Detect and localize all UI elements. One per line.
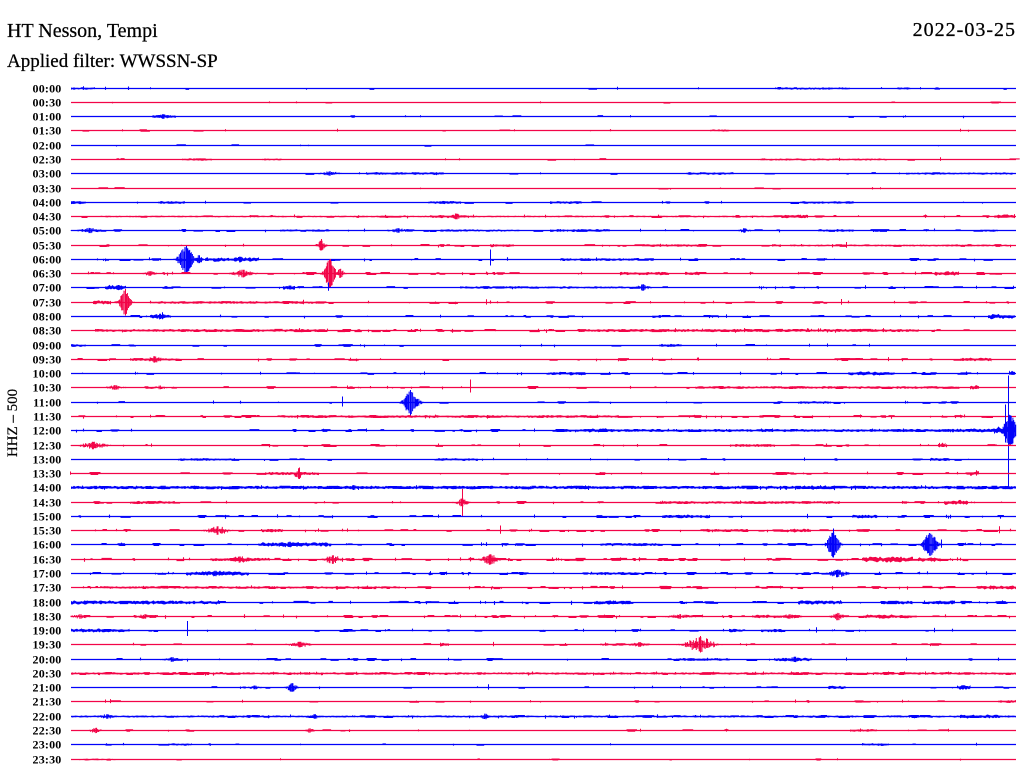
svg-text:11:00: 11:00 [33,396,61,410]
svg-text:19:30: 19:30 [33,638,62,652]
svg-text:HHZ – 500: HHZ – 500 [5,389,21,457]
svg-text:18:30: 18:30 [33,610,62,624]
svg-text:14:00: 14:00 [33,481,62,495]
svg-text:22:00: 22:00 [33,710,62,724]
svg-text:23:00: 23:00 [33,738,62,752]
svg-text:15:00: 15:00 [33,510,62,524]
svg-text:06:30: 06:30 [33,267,62,281]
svg-text:09:30: 09:30 [33,353,62,367]
svg-text:07:00: 07:00 [33,281,62,295]
svg-text:08:00: 08:00 [33,310,62,324]
svg-text:21:00: 21:00 [33,681,62,695]
svg-text:00:30: 00:30 [33,96,62,110]
svg-text:10:30: 10:30 [33,381,62,395]
svg-text:13:00: 13:00 [33,453,62,467]
svg-text:01:00: 01:00 [33,110,62,124]
svg-text:12:00: 12:00 [33,424,62,438]
svg-text:HT Nesson, Tempi: HT Nesson, Tempi [7,20,158,42]
svg-text:22:30: 22:30 [33,724,62,738]
svg-text:13:30: 13:30 [33,467,62,481]
svg-text:04:00: 04:00 [33,196,62,210]
svg-text:01:30: 01:30 [33,124,62,138]
svg-text:05:00: 05:00 [33,224,62,238]
svg-text:02:00: 02:00 [33,139,62,153]
svg-text:16:30: 16:30 [33,553,62,567]
svg-text:11:30: 11:30 [33,410,61,424]
svg-text:20:00: 20:00 [33,653,62,667]
svg-text:12:30: 12:30 [33,439,62,453]
svg-text:21:30: 21:30 [33,695,62,709]
svg-text:03:30: 03:30 [33,182,62,196]
svg-text:15:30: 15:30 [33,524,62,538]
svg-text:08:30: 08:30 [33,324,62,338]
svg-text:18:00: 18:00 [33,596,62,610]
svg-text:16:00: 16:00 [33,538,62,552]
svg-text:23:30: 23:30 [33,753,62,767]
svg-text:03:00: 03:00 [33,167,62,181]
svg-text:17:30: 17:30 [33,581,62,595]
svg-text:05:30: 05:30 [33,239,62,253]
svg-text:06:00: 06:00 [33,253,62,267]
svg-text:00:00: 00:00 [33,82,62,96]
svg-text:19:00: 19:00 [33,624,62,638]
svg-text:04:30: 04:30 [33,210,62,224]
svg-text:20:30: 20:30 [33,667,62,681]
svg-text:2022-03-25: 2022-03-25 [913,19,1016,41]
svg-text:07:30: 07:30 [33,296,62,310]
svg-text:10:00: 10:00 [33,367,62,381]
svg-text:Applied filter: WWSSN-SP: Applied filter: WWSSN-SP [7,51,218,72]
svg-text:14:30: 14:30 [33,496,62,510]
svg-text:02:30: 02:30 [33,153,62,167]
svg-text:09:00: 09:00 [33,339,62,353]
svg-text:17:00: 17:00 [33,567,62,581]
